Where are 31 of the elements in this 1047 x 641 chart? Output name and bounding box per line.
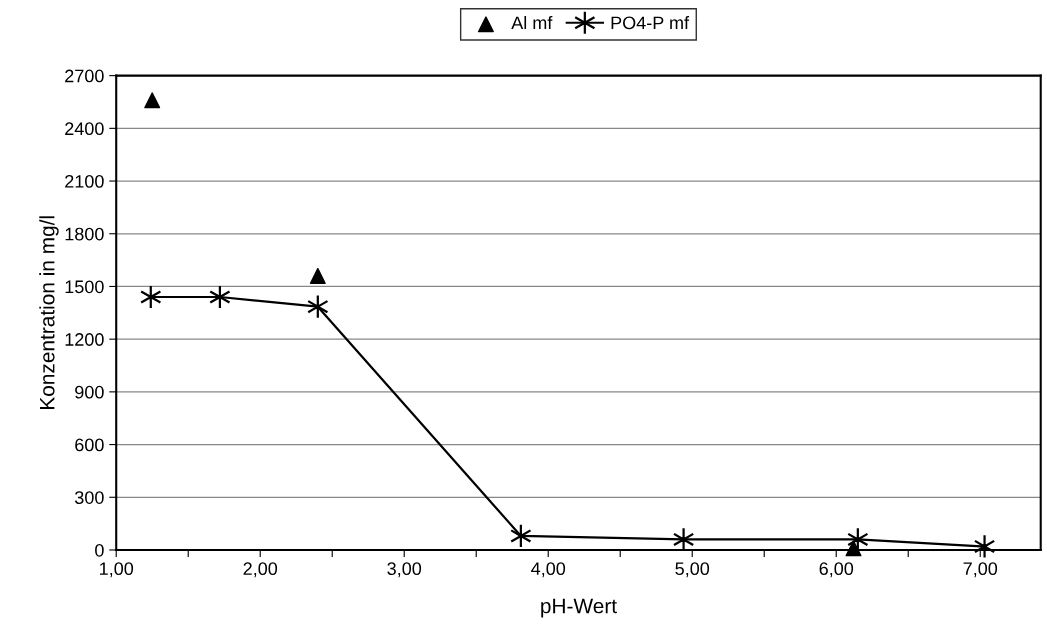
point	[140, 284, 162, 310]
point	[672, 527, 695, 552]
x-tick-label: 1,00	[100, 562, 134, 578]
y-tick-label: 2700	[65, 69, 104, 83]
y-tick-label: 900	[75, 385, 104, 399]
x-tick-label: 4,00	[531, 562, 566, 578]
y-tick-label: 300	[74, 491, 104, 504]
x-tick-label: 3,00	[387, 562, 422, 578]
point	[209, 284, 231, 310]
legend-label: Al mf	[511, 15, 553, 30]
point	[510, 523, 532, 549]
point	[307, 294, 329, 319]
y-tick-label: 1200	[65, 333, 104, 346]
y-tick-label: 1500	[65, 280, 104, 294]
point	[973, 534, 996, 559]
x-tick-label: 2,00	[243, 562, 278, 578]
x-axis-title: pH-Wert	[541, 598, 617, 618]
point	[144, 92, 161, 109]
x-tick-label: 5,00	[675, 562, 710, 578]
y-tick-label: 1800	[65, 227, 104, 241]
x-tick-label: 7,00	[963, 562, 998, 578]
y-tick-label: 600	[75, 438, 104, 452]
point	[845, 540, 862, 557]
y-tick-label: 0	[95, 543, 104, 557]
x-tick-label: 6,00	[819, 562, 854, 578]
point	[847, 527, 869, 552]
legend-label: PO4-P mf	[611, 16, 690, 30]
y-axis-title: Konzentration in mg/l	[39, 216, 59, 409]
y-tick-label: 2400	[65, 122, 104, 136]
y-tick-label: 2100	[65, 174, 104, 188]
point	[309, 267, 326, 284]
